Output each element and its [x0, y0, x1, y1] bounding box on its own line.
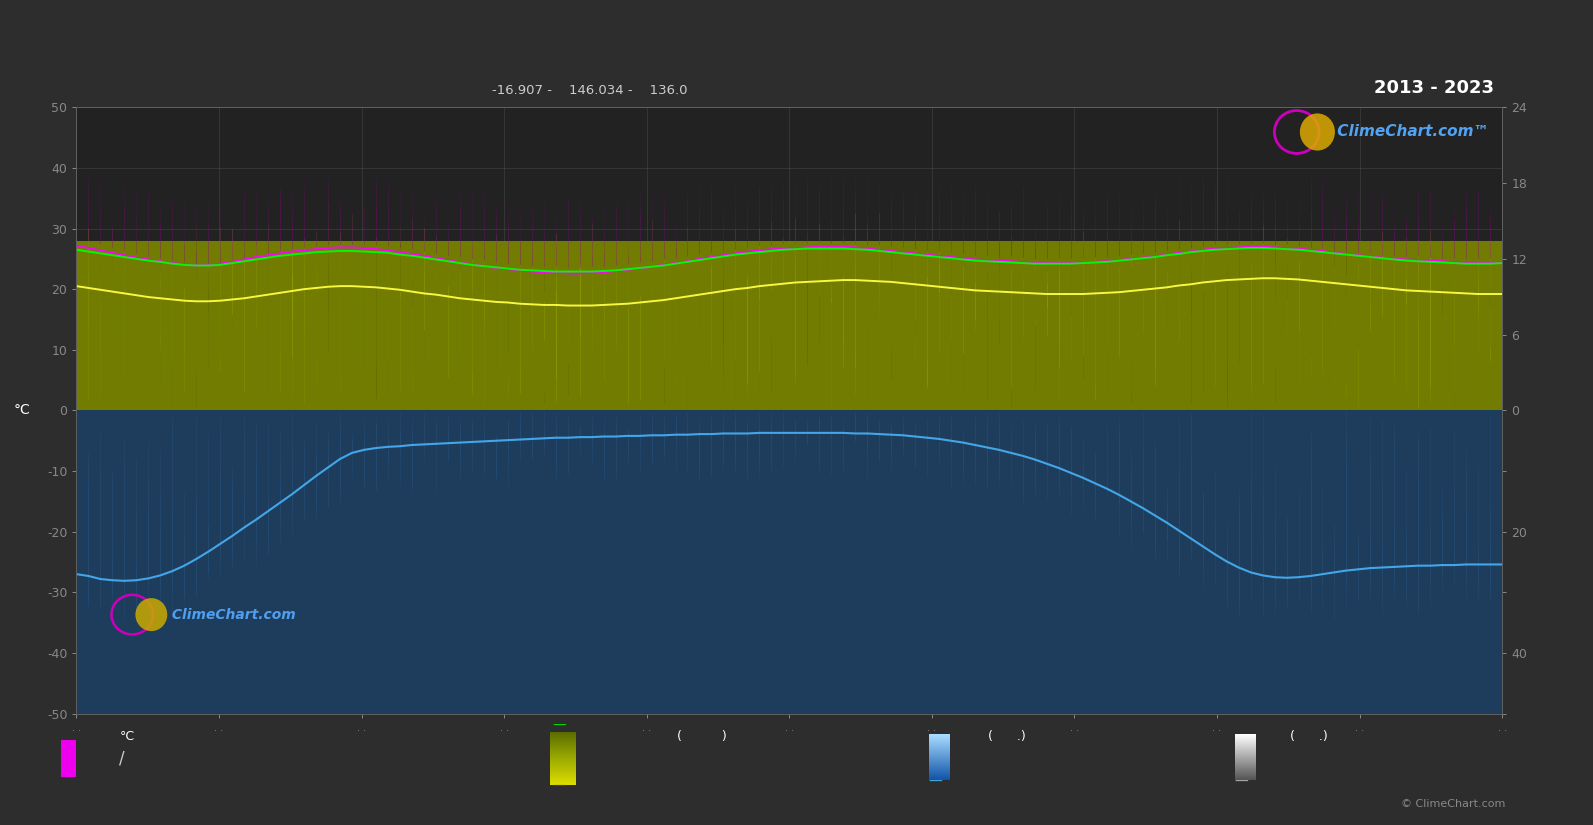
Text: (          ): ( ): [677, 730, 726, 743]
Text: ClimeChart.com™: ClimeChart.com™: [1332, 125, 1488, 139]
Text: —: —: [929, 776, 943, 790]
Text: —: —: [61, 771, 75, 785]
Text: ClimeChart.com: ClimeChart.com: [167, 608, 296, 621]
Text: (      .): ( .): [988, 730, 1026, 743]
Text: /: /: [119, 749, 126, 767]
Text: -16.907 -    146.034 -    136.0: -16.907 - 146.034 - 136.0: [492, 84, 687, 97]
Text: —: —: [1235, 776, 1249, 790]
Text: °C: °C: [14, 403, 30, 417]
Text: © ClimeChart.com: © ClimeChart.com: [1400, 799, 1505, 808]
Text: —: —: [553, 780, 567, 794]
Text: 2013 - 2023: 2013 - 2023: [1375, 79, 1494, 97]
Text: °C: °C: [119, 730, 134, 743]
Text: —: —: [553, 719, 567, 733]
Text: (      .): ( .): [1290, 730, 1329, 743]
